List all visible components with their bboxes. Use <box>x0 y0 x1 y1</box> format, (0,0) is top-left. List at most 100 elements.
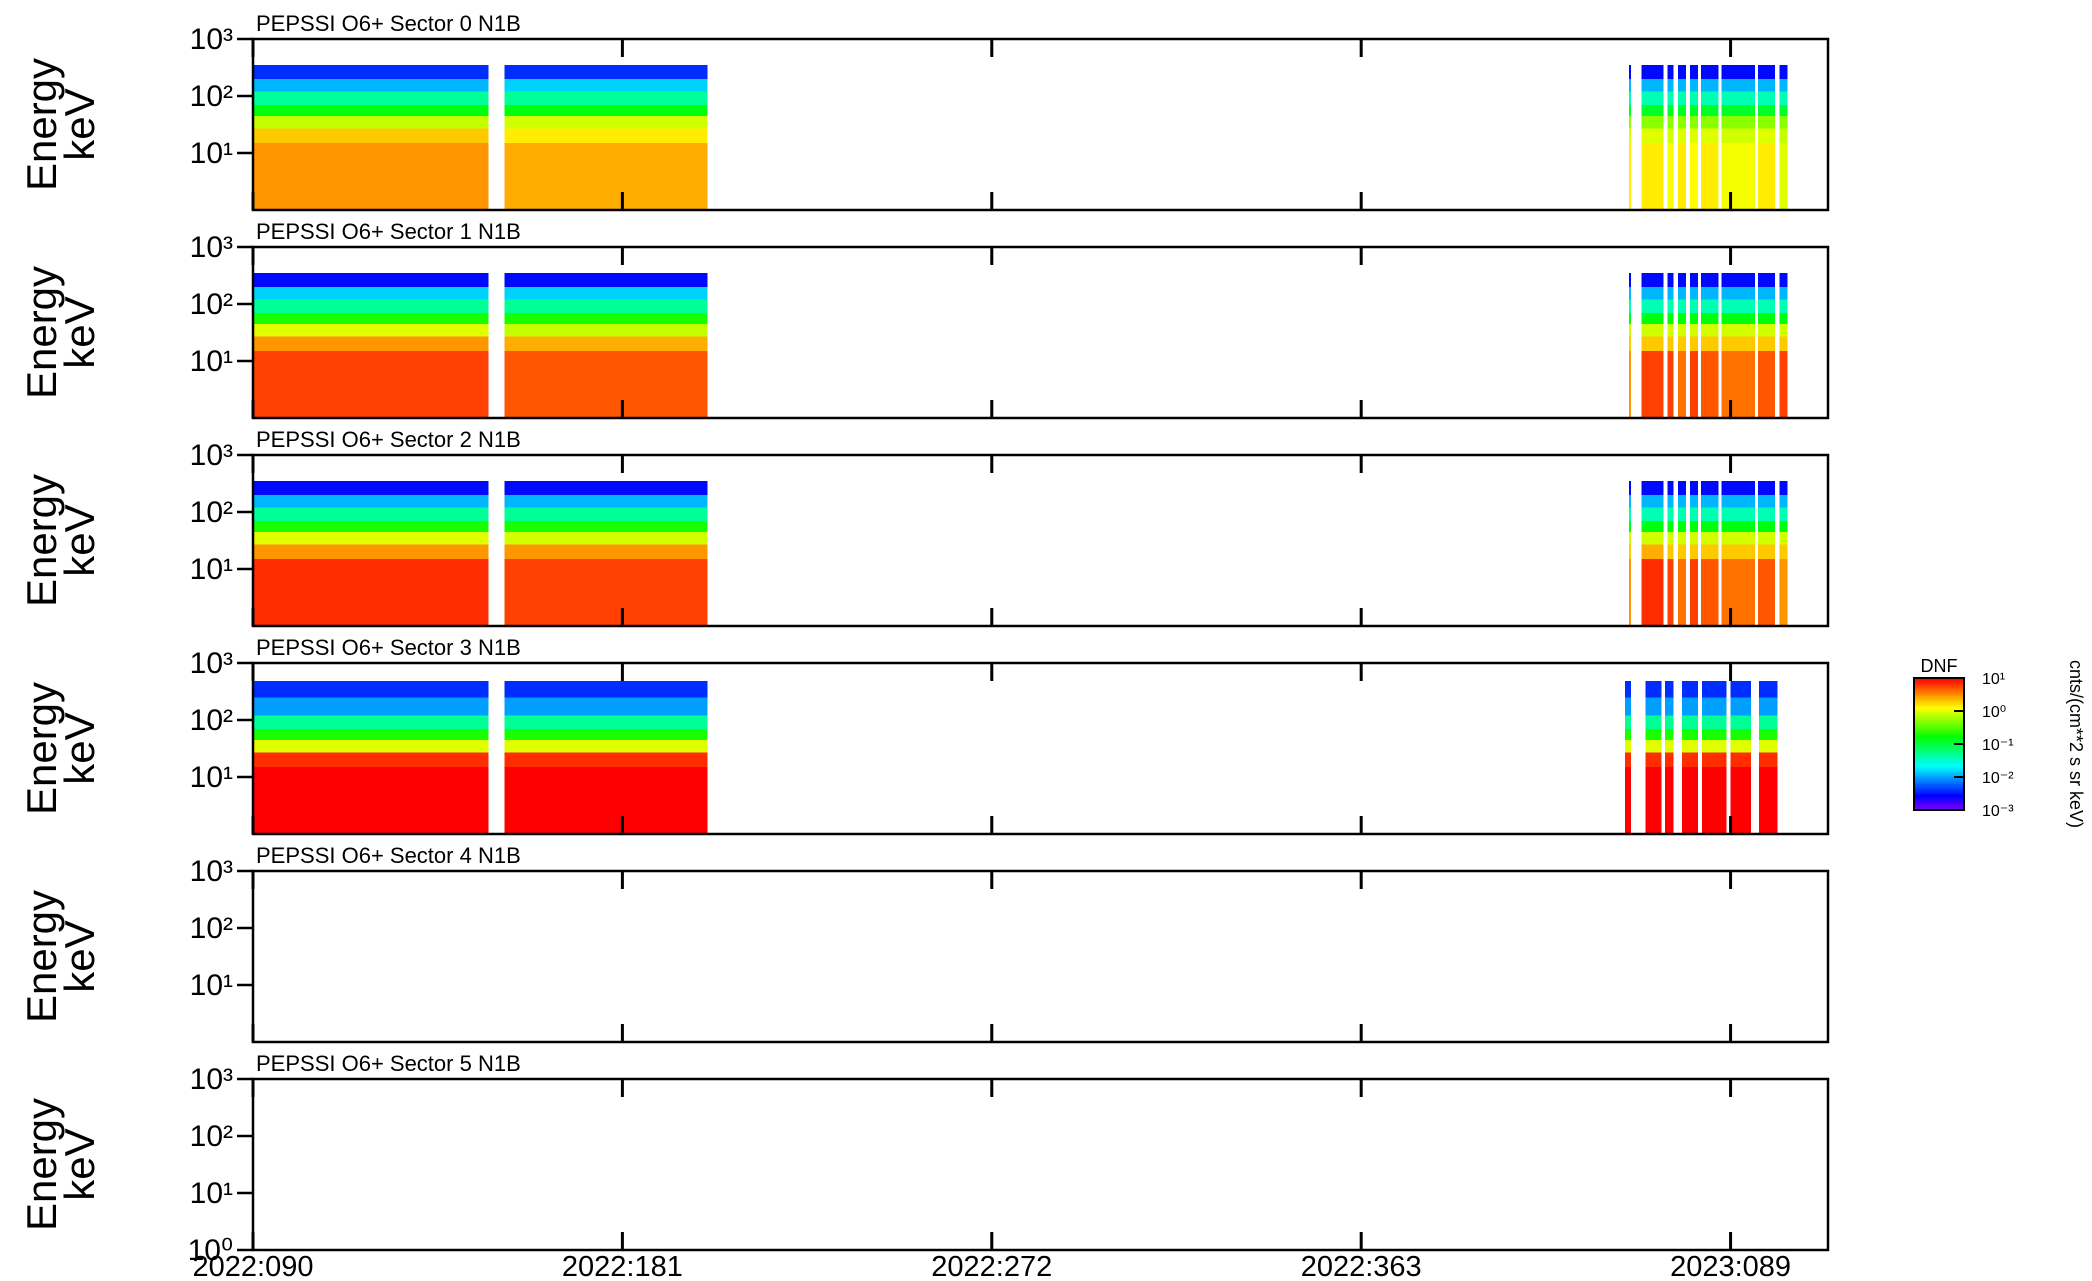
heatmap-cell <box>1758 531 1776 545</box>
heatmap-cell <box>504 115 708 129</box>
heatmap-cell <box>1667 531 1674 545</box>
colorbar-strip <box>1914 792 1964 796</box>
colorbar-strip <box>1914 693 1964 697</box>
heatmap-cell <box>1629 104 1632 116</box>
colorbar-strip <box>1914 682 1964 686</box>
heatmap-cell <box>1677 531 1686 545</box>
heatmap-cell <box>1721 104 1755 116</box>
colorbar-strip <box>1914 708 1964 712</box>
heatmap-cell <box>1667 336 1674 351</box>
heatmap-cell <box>1730 739 1751 753</box>
colorbar-tick-label: 10⁻¹ <box>1982 737 2014 754</box>
colorbar-strip <box>1914 746 1964 749</box>
heatmap-cell <box>1758 115 1776 129</box>
heatmap-cell <box>1677 272 1686 287</box>
heatmap-cell <box>1689 286 1699 300</box>
heatmap-cell <box>1677 142 1686 210</box>
heatmap-cell <box>1667 494 1674 508</box>
colorbar-strip <box>1914 803 1964 807</box>
colorbar-strip <box>1914 733 1964 736</box>
colorbar-strip <box>1914 790 1964 793</box>
heatmap-cell <box>1721 115 1755 129</box>
y-tick-label: 10⁰ <box>188 1234 233 1267</box>
heatmap-cell <box>504 752 708 767</box>
colorbar-strip <box>1914 706 1964 710</box>
heatmap-cell <box>504 544 708 559</box>
heatmap-cell <box>1689 480 1699 495</box>
heatmap-cell <box>1779 336 1788 351</box>
colorbar-strip <box>1914 759 1964 763</box>
heatmap-cell <box>1758 286 1776 300</box>
y-tick-label: 10¹ <box>190 345 233 378</box>
colorbar-strip <box>1914 779 1964 782</box>
heatmap-cell <box>1667 480 1674 495</box>
heatmap-cell <box>1758 480 1776 495</box>
heatmap-cell <box>1758 91 1776 105</box>
heatmap-cell <box>1700 272 1719 287</box>
heatmap-cell <box>1641 494 1664 508</box>
x-tick-label: 2022:272 <box>931 1251 1052 1281</box>
heatmap-cell <box>1689 64 1699 79</box>
heatmap-cell <box>1779 312 1788 324</box>
colorbar-strip <box>1914 697 1964 701</box>
heatmap-cell <box>1629 336 1632 351</box>
heatmap-cell <box>1779 115 1788 129</box>
heatmap-cell <box>253 64 489 79</box>
colorbar-strip <box>1914 801 1964 804</box>
heatmap-cell <box>1779 272 1788 287</box>
heatmap-cell <box>1702 728 1727 740</box>
heatmap-cell <box>1721 91 1755 105</box>
y-tick-label: 10³ <box>190 1063 233 1096</box>
colorbar-strip <box>1914 728 1964 732</box>
heatmap-cell <box>1681 697 1699 716</box>
y-axis-label: Energy <box>18 890 65 1023</box>
colorbar-strip <box>1914 761 1964 765</box>
heatmap-cell <box>1677 78 1686 92</box>
colorbar-units: cnts/(cm**2 s sr keV) <box>2066 660 2086 828</box>
y-tick-label: 10² <box>190 704 233 737</box>
heatmap-cell <box>1689 312 1699 324</box>
colorbar-strip <box>1914 796 1964 800</box>
panel-title: PEPSSI O6+ Sector 3 N1B <box>256 635 521 660</box>
heatmap-cell <box>1629 286 1632 300</box>
heatmap-cell <box>1625 681 1632 698</box>
colorbar-strip <box>1914 678 1964 681</box>
heatmap-cell <box>253 558 489 626</box>
heatmap-cell <box>1641 507 1664 521</box>
heatmap-cell <box>1625 715 1632 729</box>
heatmap-cell <box>1677 336 1686 351</box>
colorbar-tick-label: 10⁻³ <box>1982 803 2014 820</box>
colorbar-strip <box>1914 717 1964 721</box>
heatmap-cell <box>1689 507 1699 521</box>
panel-title: PEPSSI O6+ Sector 1 N1B <box>256 219 521 244</box>
heatmap-cell <box>1700 299 1719 313</box>
heatmap-cell <box>1667 286 1674 300</box>
colorbar-strip <box>1914 763 1964 767</box>
heatmap-cell <box>1689 142 1699 210</box>
heatmap-cell <box>1629 272 1632 287</box>
heatmap-cell <box>1689 91 1699 105</box>
colorbar-strip <box>1914 757 1964 760</box>
y-tick-label: 10¹ <box>190 1177 233 1210</box>
heatmap-cell <box>1721 544 1755 559</box>
heatmap-cell <box>253 728 489 740</box>
heatmap-cell <box>1779 558 1788 626</box>
heatmap-cell <box>253 142 489 210</box>
colorbar-strip <box>1914 724 1964 727</box>
heatmap-cell <box>253 104 489 116</box>
heatmap-cell <box>1758 715 1778 729</box>
heatmap-cell <box>1758 128 1776 143</box>
heatmap-cell <box>1664 697 1674 716</box>
heatmap-cell <box>1629 299 1632 313</box>
colorbar-strip <box>1914 752 1964 756</box>
heatmap-cell <box>1702 766 1727 834</box>
heatmap-cell <box>1625 739 1632 753</box>
heatmap-cell <box>1689 531 1699 545</box>
heatmap-cell <box>253 480 489 495</box>
heatmap-cell <box>1641 312 1664 324</box>
heatmap-cell <box>1645 697 1662 716</box>
heatmap-cell <box>1667 91 1674 105</box>
heatmap-cell <box>1758 78 1776 92</box>
heatmap-cell <box>504 739 708 753</box>
heatmap-cell <box>1702 681 1727 698</box>
